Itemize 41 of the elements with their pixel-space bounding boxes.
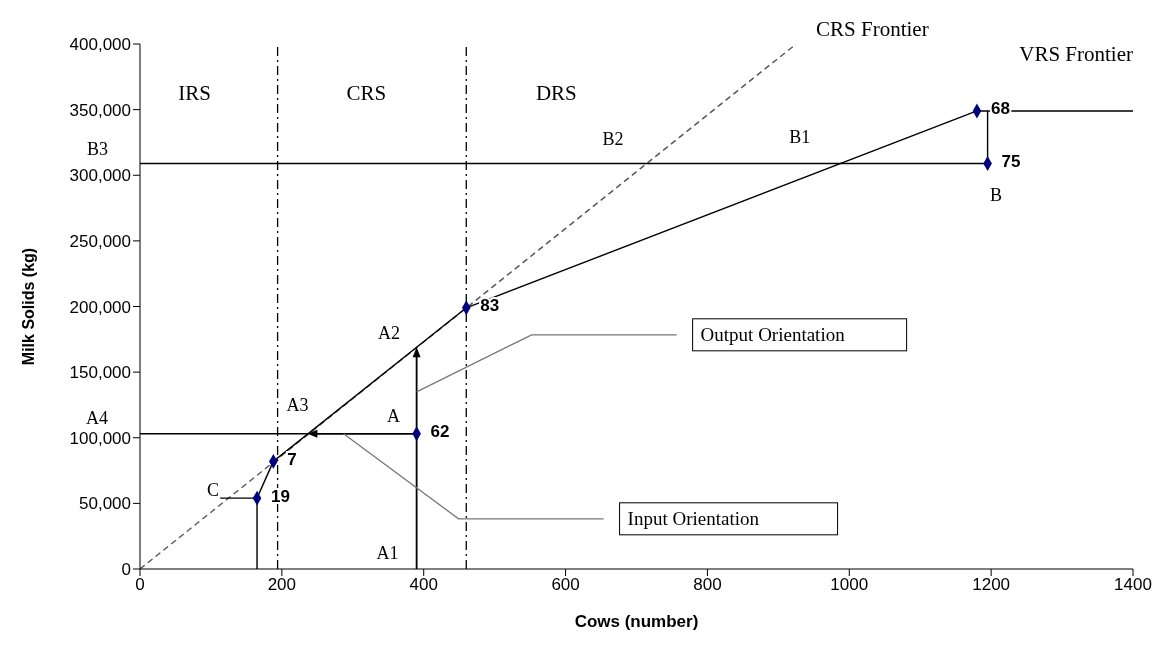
annotation: A bbox=[387, 405, 401, 426]
annotation: 19 bbox=[271, 486, 290, 506]
annotation: 7 bbox=[287, 449, 297, 469]
annotation: 62 bbox=[430, 422, 450, 442]
x-tick-label: 200 bbox=[267, 575, 297, 595]
annotation: B bbox=[990, 184, 1003, 205]
x-tick-label: 1200 bbox=[972, 575, 1011, 595]
x-axis-title: Cows (number) bbox=[574, 612, 699, 631]
text: B3 bbox=[86, 139, 108, 159]
series-label: CRS Frontier bbox=[816, 17, 929, 41]
annotation: 75 bbox=[1001, 151, 1021, 171]
x-tick-label: 1400 bbox=[1114, 575, 1152, 595]
annotation: CRS bbox=[346, 80, 387, 105]
y-tick-label: 150,000 bbox=[69, 363, 131, 383]
x-tick-label: 400 bbox=[409, 575, 438, 595]
text: A4 bbox=[86, 408, 108, 429]
annotation: Output Orientation bbox=[700, 323, 846, 345]
y-tick-label: 250,000 bbox=[69, 231, 131, 251]
x-tick-label: 600 bbox=[551, 575, 580, 595]
annotation: DRS bbox=[535, 80, 577, 105]
y-tick-label: 0 bbox=[121, 560, 131, 580]
annotation: 83 bbox=[480, 296, 500, 316]
annotation: A3 bbox=[286, 394, 309, 415]
annotation: C bbox=[207, 480, 220, 501]
annotation: Input Orientation bbox=[627, 507, 760, 529]
y-tick-label: 300,000 bbox=[69, 166, 131, 186]
y-tick-label: 350,000 bbox=[69, 100, 131, 120]
x-tick-label: 800 bbox=[693, 575, 722, 595]
y-tick-label: 50,000 bbox=[79, 494, 131, 514]
annotation: IRS bbox=[178, 80, 211, 105]
annotation: B1 bbox=[789, 127, 811, 148]
annotation: A1 bbox=[376, 543, 399, 564]
annotation: A2 bbox=[377, 322, 400, 343]
x-tick-label: 0 bbox=[135, 575, 145, 595]
y-axis-title: Milk Solids (kg) bbox=[19, 247, 37, 366]
y-tick-label: 400,000 bbox=[69, 35, 131, 55]
annotation: B2 bbox=[602, 128, 624, 149]
x-tick-label: 1000 bbox=[830, 575, 869, 595]
y-tick-label: 200,000 bbox=[69, 297, 131, 317]
y-tick-label: 100,000 bbox=[69, 428, 131, 448]
text: VRS Frontier bbox=[1019, 41, 1133, 66]
